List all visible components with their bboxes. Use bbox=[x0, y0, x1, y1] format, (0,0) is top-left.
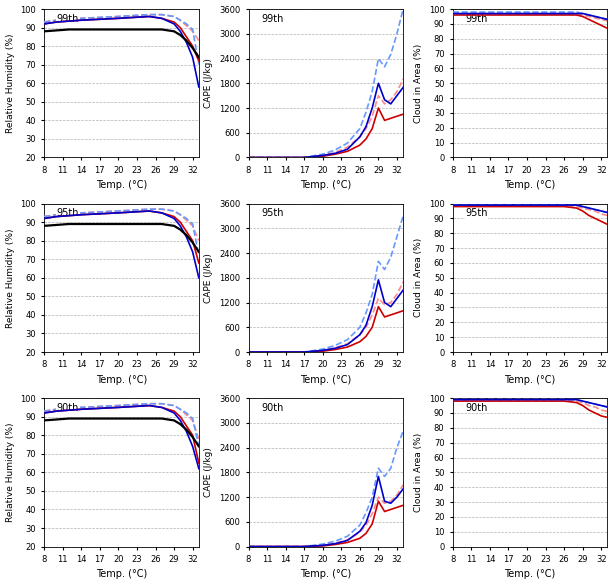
Y-axis label: Relative Humidity (%): Relative Humidity (%) bbox=[6, 33, 15, 133]
Y-axis label: CAPE (J/kg): CAPE (J/kg) bbox=[204, 58, 213, 108]
X-axis label: Temp. (°C): Temp. (°C) bbox=[96, 569, 147, 580]
Text: 99th: 99th bbox=[56, 13, 79, 23]
Y-axis label: CAPE (J/kg): CAPE (J/kg) bbox=[204, 448, 213, 497]
X-axis label: Temp. (°C): Temp. (°C) bbox=[504, 569, 556, 580]
Y-axis label: Cloud in Area (%): Cloud in Area (%) bbox=[414, 238, 423, 318]
X-axis label: Temp. (°C): Temp. (°C) bbox=[300, 569, 351, 580]
X-axis label: Temp. (°C): Temp. (°C) bbox=[504, 180, 556, 190]
Y-axis label: Relative Humidity (%): Relative Humidity (%) bbox=[6, 422, 15, 522]
Text: 95th: 95th bbox=[465, 208, 488, 218]
Y-axis label: Relative Humidity (%): Relative Humidity (%) bbox=[6, 228, 15, 328]
X-axis label: Temp. (°C): Temp. (°C) bbox=[96, 180, 147, 190]
Text: 90th: 90th bbox=[465, 402, 487, 412]
Y-axis label: Cloud in Area (%): Cloud in Area (%) bbox=[414, 433, 423, 512]
X-axis label: Temp. (°C): Temp. (°C) bbox=[96, 375, 147, 385]
X-axis label: Temp. (°C): Temp. (°C) bbox=[300, 180, 351, 190]
Y-axis label: Cloud in Area (%): Cloud in Area (%) bbox=[414, 44, 423, 123]
Text: 99th: 99th bbox=[465, 13, 487, 23]
Text: 90th: 90th bbox=[56, 402, 79, 412]
Text: 99th: 99th bbox=[261, 13, 283, 23]
Text: 95th: 95th bbox=[56, 208, 79, 218]
Text: 90th: 90th bbox=[261, 402, 283, 412]
X-axis label: Temp. (°C): Temp. (°C) bbox=[504, 375, 556, 385]
Y-axis label: CAPE (J/kg): CAPE (J/kg) bbox=[204, 253, 213, 303]
X-axis label: Temp. (°C): Temp. (°C) bbox=[300, 375, 351, 385]
Text: 95th: 95th bbox=[261, 208, 283, 218]
